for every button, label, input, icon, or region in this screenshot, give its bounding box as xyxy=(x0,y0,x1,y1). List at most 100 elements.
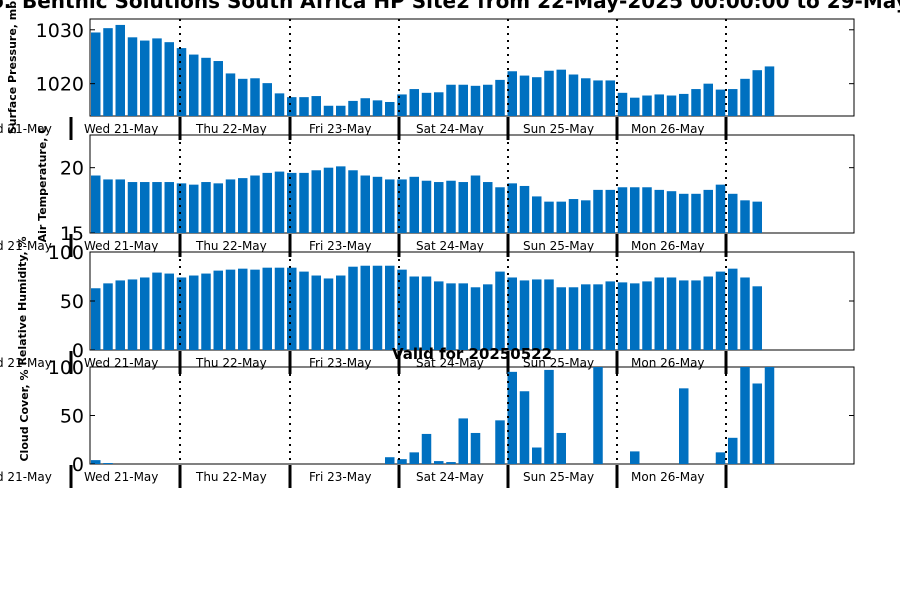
data-bar xyxy=(752,383,762,464)
data-bar xyxy=(336,105,346,116)
data-bar xyxy=(532,447,542,464)
data-bar xyxy=(372,176,383,233)
data-bar xyxy=(519,185,530,233)
day-tick xyxy=(69,117,73,140)
x-day-label: d 21-May xyxy=(0,470,52,484)
y-tick-label: 100 xyxy=(48,357,84,379)
data-bar xyxy=(274,93,285,116)
data-bar xyxy=(458,84,468,116)
data-bar xyxy=(176,277,187,350)
data-bar xyxy=(446,84,456,116)
data-bar xyxy=(458,283,468,350)
data-bar xyxy=(495,420,505,464)
data-bar xyxy=(593,189,603,233)
data-bar xyxy=(654,277,664,350)
data-bar xyxy=(385,101,395,116)
data-bar xyxy=(274,267,285,350)
data-bar xyxy=(507,183,517,233)
data-bar xyxy=(360,175,370,233)
data-bar xyxy=(483,182,493,233)
data-bar xyxy=(630,187,640,233)
data-bar xyxy=(666,277,677,350)
data-bar xyxy=(679,193,689,233)
data-bar xyxy=(103,179,113,233)
day-tick xyxy=(724,117,728,140)
data-bar xyxy=(691,193,701,233)
data-bar xyxy=(164,273,174,350)
data-bar xyxy=(91,460,101,464)
data-bar xyxy=(348,266,358,350)
data-bar xyxy=(299,271,309,350)
data-bar xyxy=(495,271,505,350)
data-bar xyxy=(752,70,762,116)
x-day-label: d 21-May xyxy=(0,122,52,136)
data-bar xyxy=(617,187,628,233)
x-day-label: Sat 24-May xyxy=(416,122,484,136)
data-bar xyxy=(679,388,689,464)
data-bar xyxy=(287,172,297,233)
data-bar xyxy=(311,275,321,350)
data-bar xyxy=(544,369,554,464)
data-bar xyxy=(654,189,664,233)
data-bar xyxy=(127,182,138,233)
data-bar xyxy=(507,371,517,464)
data-bar xyxy=(164,182,174,233)
data-bar xyxy=(764,66,775,116)
y-tick-label: 20 xyxy=(60,158,84,180)
x-day-label: Sun 25-May xyxy=(523,470,594,484)
data-bar xyxy=(752,286,762,350)
day-tick xyxy=(397,117,401,140)
data-bar xyxy=(519,391,530,464)
day-tick xyxy=(506,117,510,140)
day-tick xyxy=(288,117,292,140)
data-bar xyxy=(728,437,738,464)
y-tick-label: 1030 xyxy=(36,20,84,42)
day-tick xyxy=(288,465,292,488)
day-tick xyxy=(506,465,510,488)
data-bar xyxy=(91,32,101,116)
y-tick-label: 50 xyxy=(60,291,84,313)
data-bar xyxy=(372,100,383,116)
data-bar xyxy=(630,451,640,464)
data-bar xyxy=(740,78,750,116)
data-bar xyxy=(103,28,113,116)
data-bar xyxy=(176,48,187,116)
chart-panel: 0 50 100 Relative Humidity, %d 21-May Wed 21… xyxy=(0,236,855,374)
data-bar xyxy=(336,275,346,350)
y-axis-label: Relative Humidity, % xyxy=(16,236,29,365)
day-tick xyxy=(178,351,182,374)
data-bar xyxy=(593,284,603,350)
data-bar xyxy=(544,70,554,116)
day-tick xyxy=(724,465,728,488)
data-bar xyxy=(409,452,419,464)
data-bar xyxy=(703,276,713,350)
data-bar xyxy=(617,282,628,350)
data-bar xyxy=(287,267,297,350)
data-bar xyxy=(299,97,309,116)
data-bar xyxy=(446,462,456,464)
data-bar xyxy=(238,78,248,116)
data-bar xyxy=(556,69,566,116)
x-day-label: Fri 23-May xyxy=(309,470,372,484)
data-bar xyxy=(262,172,272,233)
data-bar xyxy=(642,187,652,233)
data-bar xyxy=(372,265,383,350)
data-bar xyxy=(238,178,248,233)
data-bar xyxy=(323,167,334,233)
day-tick xyxy=(724,234,728,257)
y-tick-label: 1020 xyxy=(36,74,84,96)
data-bar xyxy=(103,463,113,464)
data-bar xyxy=(140,277,150,350)
data-bar xyxy=(470,287,481,350)
day-tick xyxy=(615,465,619,488)
data-bar xyxy=(164,42,174,116)
day-tick xyxy=(724,351,728,374)
chart-panel: 1020 1030 Surface Pressure, mbd 21-May Wed … xyxy=(0,1,855,140)
data-bar xyxy=(127,37,138,116)
y-axis-label: Air Temperature, C xyxy=(36,126,49,243)
day-tick xyxy=(397,351,401,374)
data-bar xyxy=(201,57,211,116)
data-bar xyxy=(274,171,285,233)
